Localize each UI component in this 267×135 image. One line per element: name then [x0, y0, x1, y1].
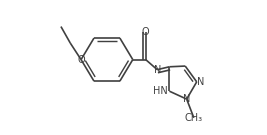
- Text: CH₃: CH₃: [185, 113, 203, 123]
- Text: O: O: [77, 55, 85, 65]
- Text: O: O: [142, 27, 150, 37]
- Text: N: N: [197, 77, 204, 87]
- Text: N: N: [154, 65, 161, 75]
- Text: HN: HN: [153, 86, 168, 96]
- Text: N: N: [183, 94, 190, 104]
